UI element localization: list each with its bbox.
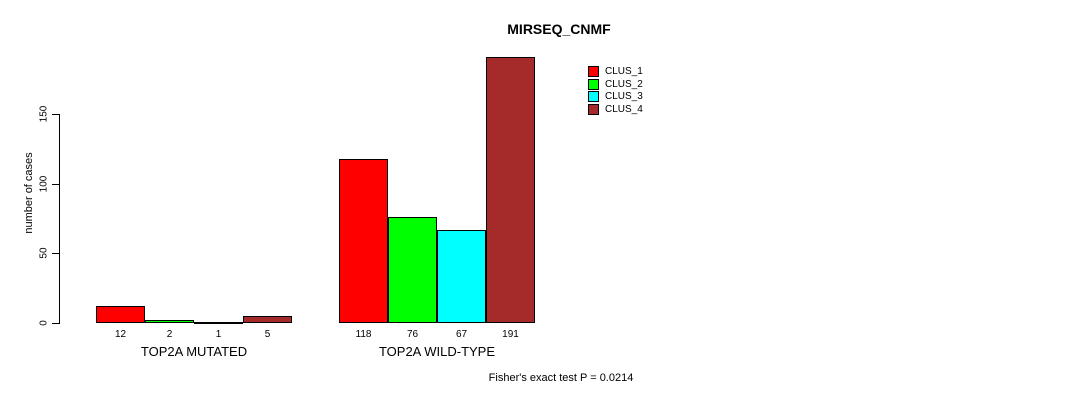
bar-clus_2: [145, 320, 194, 323]
legend: CLUS_1 CLUS_2 CLUS_3 CLUS_4: [588, 65, 643, 116]
bar-value-label: 76: [406, 329, 419, 340]
legend-label: CLUS_2: [605, 78, 643, 90]
bar-value-label: 5: [264, 329, 271, 340]
y-tick-label: 50: [38, 247, 50, 259]
bar-clus_1: [96, 306, 145, 323]
y-tick-mark: [52, 184, 59, 185]
bar-clus_1: [339, 159, 388, 323]
legend-color-swatch: [588, 78, 599, 90]
bar-value-label: 1: [215, 329, 222, 340]
annotation-fishers-test: Fisher's exact test P = 0.0214: [488, 372, 634, 384]
bar-value-label: 191: [502, 329, 519, 340]
legend-color-swatch: [588, 65, 599, 77]
group-label: TOP2A MUTATED: [140, 344, 248, 359]
legend-item: CLUS_1: [588, 65, 643, 78]
bar-value-label: 118: [355, 329, 372, 340]
legend-item: CLUS_4: [588, 103, 643, 116]
y-tick-label: 0: [38, 320, 50, 326]
bar-clus_4: [486, 57, 535, 323]
y-axis-line: [59, 114, 60, 324]
legend-item: CLUS_2: [588, 78, 643, 91]
bar-value-label: 67: [455, 329, 468, 340]
legend-label: CLUS_4: [605, 103, 643, 115]
bar-clus_3: [437, 230, 486, 323]
bar-clus_2: [388, 217, 437, 323]
legend-item: CLUS_3: [588, 90, 643, 103]
y-tick-label: 150: [38, 105, 50, 123]
y-tick-mark: [52, 114, 59, 115]
legend-label: CLUS_3: [605, 91, 643, 103]
legend-color-swatch: [588, 103, 599, 115]
chart-title: MIRSEQ_CNMF: [507, 21, 611, 37]
group-label: TOP2A WILD-TYPE: [378, 344, 496, 359]
legend-label: CLUS_1: [605, 65, 643, 77]
legend-color-swatch: [588, 91, 599, 103]
bar-clus_4: [243, 316, 292, 323]
y-tick-mark: [52, 323, 59, 324]
y-tick-label: 100: [38, 175, 50, 193]
bar-clus_3: [194, 322, 243, 324]
bar-value-label: 12: [114, 329, 127, 340]
y-tick-mark: [52, 253, 59, 254]
y-axis-label: number of cases: [23, 152, 35, 234]
bar-value-label: 2: [166, 329, 173, 340]
